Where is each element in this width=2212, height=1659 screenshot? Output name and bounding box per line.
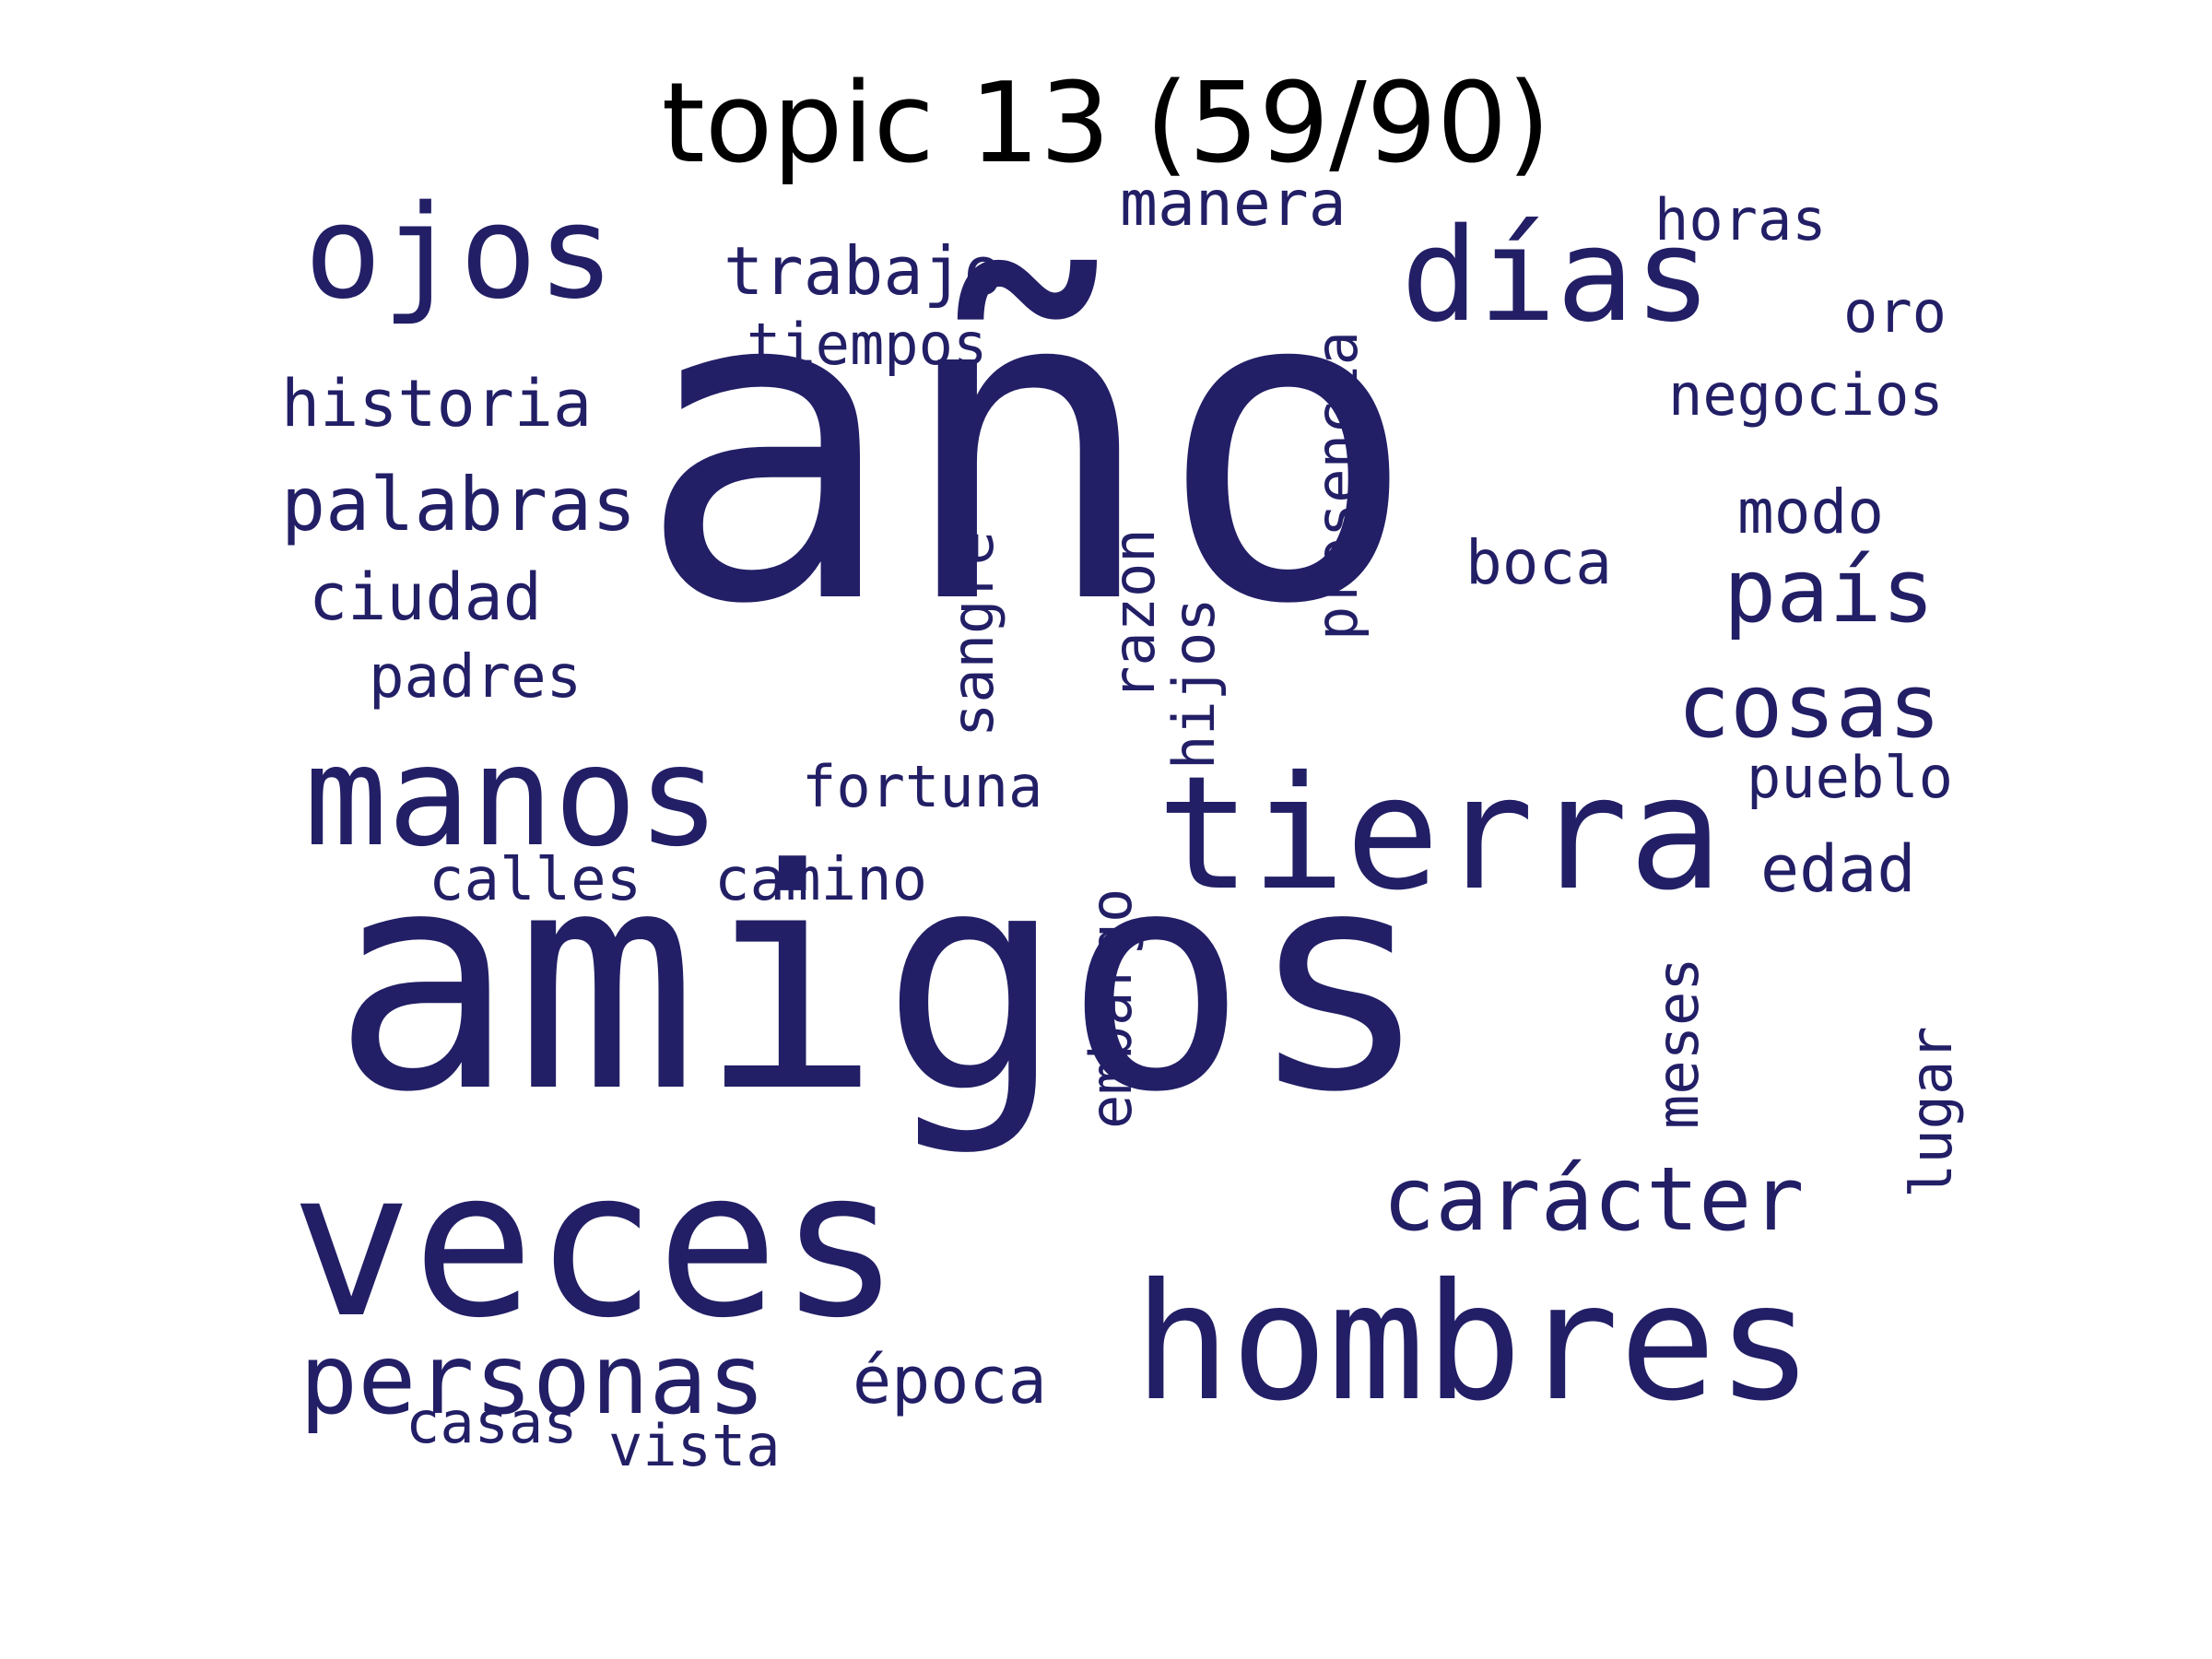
word-país: país [1724, 541, 1935, 642]
word-meses: meses [1644, 957, 1712, 1129]
word-vista: vista [608, 1412, 781, 1479]
word-pueblo: pueblo [1747, 744, 1953, 811]
word-amigos: amigos [332, 805, 1431, 1159]
word-negocios: negocios [1668, 361, 1944, 429]
word-carácter: carácter [1382, 1149, 1805, 1251]
word-casas: casas [406, 1389, 578, 1456]
word-palabras: palabras [281, 462, 637, 547]
word-edad: edad [1760, 831, 1916, 907]
word-embargo: embargo [1077, 888, 1145, 1129]
word-fortuna: fortuna [802, 753, 1043, 820]
word-padres: padres [369, 643, 582, 712]
word-boca: boca [1465, 527, 1612, 598]
word-oro: oro [1843, 278, 1947, 346]
word-trabajo: trabajo [724, 232, 1004, 310]
word-año: año [636, 194, 1418, 699]
word-presencia: presencia [1303, 331, 1371, 641]
word-camino: camino [714, 846, 928, 914]
word-días: días [1401, 201, 1712, 351]
page-title: topic 13 (59/90) [661, 60, 1551, 188]
word-horas: horas [1654, 186, 1827, 253]
word-lugar: lugar [1898, 1026, 1965, 1198]
word-calles: calles [429, 846, 642, 914]
word-ciudad: ciudad [309, 559, 542, 635]
word-tiempos: tiempos [747, 311, 988, 378]
word-manos: manos [304, 717, 721, 877]
word-sangre: sangre [939, 531, 1006, 737]
word-personas: personas [300, 1324, 766, 1436]
word-veces: veces [290, 1126, 901, 1362]
word-hombres: hombres [1134, 1250, 1814, 1437]
word-hijos: hijos [1160, 597, 1228, 770]
word-modo: modo [1737, 477, 1884, 547]
word-tierra: tierra [1157, 743, 1724, 925]
word-época: época [853, 1343, 1047, 1418]
word-historia: historia [281, 366, 593, 441]
word-manera: manera [1120, 168, 1347, 241]
word-razón: razón [1100, 528, 1168, 700]
word-ojos: ojos [304, 178, 616, 328]
word-cosas: cosas [1677, 656, 1941, 758]
